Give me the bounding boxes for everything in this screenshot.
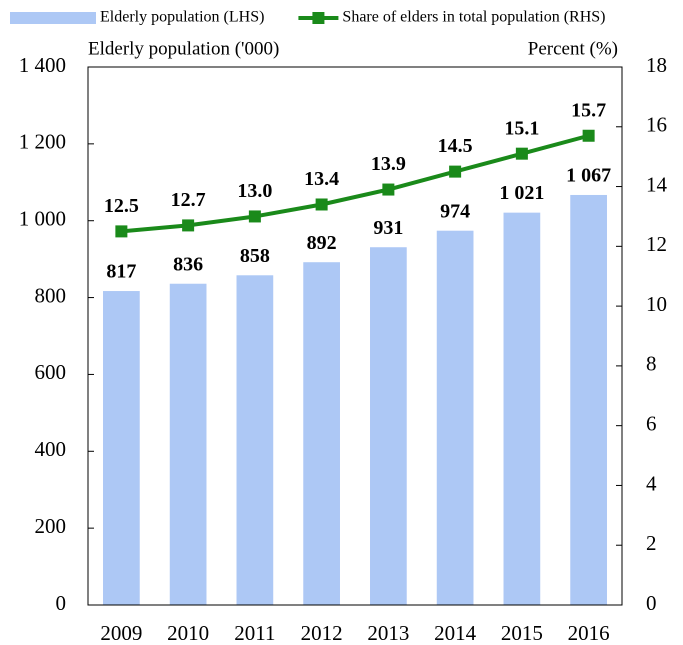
bar-value-label: 892	[307, 232, 337, 254]
line-value-label: 15.1	[504, 117, 539, 139]
y2-tick-label: 4	[646, 471, 657, 495]
line-marker	[248, 210, 261, 223]
bar-value-label: 1 067	[566, 165, 611, 187]
y2-tick-label: 8	[646, 352, 657, 376]
bar	[436, 230, 474, 605]
y-tick-label: 1 400	[19, 53, 66, 77]
y2-tick-label: 10	[646, 292, 667, 316]
line-value-label: 14.5	[438, 135, 473, 157]
legend-swatch	[10, 12, 96, 24]
legend-label: Elderly population (LHS)	[100, 9, 264, 26]
y2-tick-label: 0	[646, 591, 657, 615]
bar	[370, 247, 407, 606]
line-marker	[115, 225, 128, 238]
y2-tick-label: 14	[646, 172, 668, 196]
bar-value-label: 974	[440, 200, 470, 222]
bar	[103, 291, 140, 605]
y2-tick-label: 16	[646, 113, 667, 137]
bar-value-label: 1 021	[499, 182, 544, 204]
bar	[570, 194, 607, 605]
line-marker	[315, 198, 328, 211]
y2-tick-label: 6	[646, 411, 657, 435]
bar	[503, 212, 541, 605]
x-tick-label: 2010	[167, 621, 209, 645]
line-value-label: 15.7	[571, 99, 606, 121]
line-value-label: 13.0	[237, 180, 272, 202]
y-tick-label: 600	[35, 360, 67, 384]
x-tick-label: 2011	[234, 621, 275, 645]
legend-label: Share of elders in total population (RHS…	[342, 9, 605, 26]
y-tick-label: 1 000	[19, 207, 66, 231]
y-tick-label: 1 200	[19, 130, 66, 154]
line-marker	[449, 165, 462, 178]
y-tick-label: 800	[35, 283, 67, 307]
y2-axis-title: Percent (%)	[528, 38, 618, 59]
line	[121, 133, 590, 234]
y-tick-label: 200	[35, 514, 67, 538]
bar-value-label: 836	[173, 253, 203, 275]
x-tick-label: 2015	[501, 621, 543, 645]
line-value-label: 12.7	[171, 189, 206, 211]
legend-swatch	[312, 12, 325, 24]
line-value-label: 13.9	[371, 153, 406, 175]
y2-tick-label: 18	[646, 53, 667, 77]
line-marker	[382, 183, 395, 196]
bar	[303, 262, 340, 605]
bar-value-label: 931	[373, 217, 403, 239]
y2-tick-label: 2	[646, 531, 657, 555]
bar	[236, 275, 274, 605]
y-axis-title: Elderly population ('000)	[88, 38, 279, 59]
line-marker	[582, 129, 595, 142]
y2-tick-label: 12	[646, 232, 667, 256]
line-marker	[182, 219, 195, 232]
bar	[169, 283, 207, 605]
bar-value-label: 817	[106, 261, 136, 283]
x-tick-label: 2016	[568, 621, 610, 645]
y-tick-label: 0	[56, 591, 67, 615]
y-tick-label: 400	[35, 437, 67, 461]
line-marker	[515, 147, 528, 160]
x-tick-label: 2009	[100, 621, 142, 645]
plot-frame	[87, 66, 623, 606]
line-value-label: 13.4	[304, 168, 339, 190]
line-value-label: 12.5	[104, 195, 139, 217]
bar-value-label: 858	[240, 245, 270, 267]
x-tick-label: 2012	[301, 621, 343, 645]
x-tick-label: 2013	[367, 621, 409, 645]
x-tick-label: 2014	[434, 621, 477, 645]
